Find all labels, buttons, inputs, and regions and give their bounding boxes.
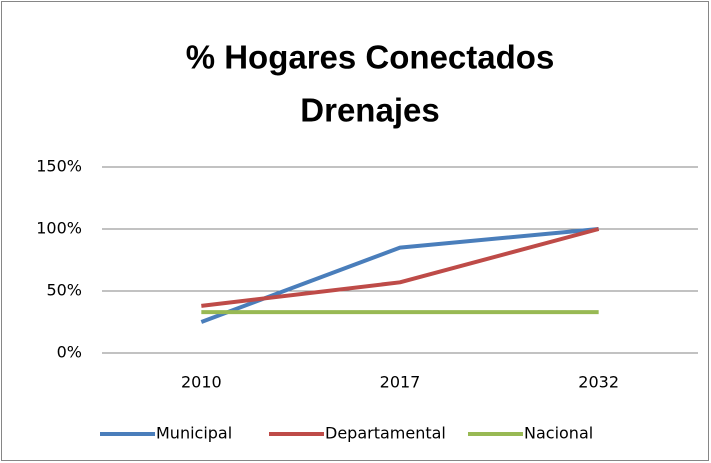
legend-label: Municipal — [156, 424, 232, 443]
line-series — [201, 227, 600, 308]
chart-title: Drenajes — [300, 92, 439, 129]
y-tick-label: 150% — [36, 157, 82, 176]
legend-label: Departamental — [325, 424, 446, 443]
y-tick-label: 0% — [57, 343, 82, 362]
chart-title: % Hogares Conectados — [186, 39, 555, 76]
x-tick-label: 2010 — [181, 373, 222, 392]
x-tick-label: 2017 — [380, 373, 421, 392]
legend-label: Nacional — [524, 424, 593, 443]
y-tick-label: 50% — [46, 281, 82, 300]
y-tick-label: 100% — [36, 219, 82, 238]
x-tick-label: 2032 — [578, 373, 619, 392]
